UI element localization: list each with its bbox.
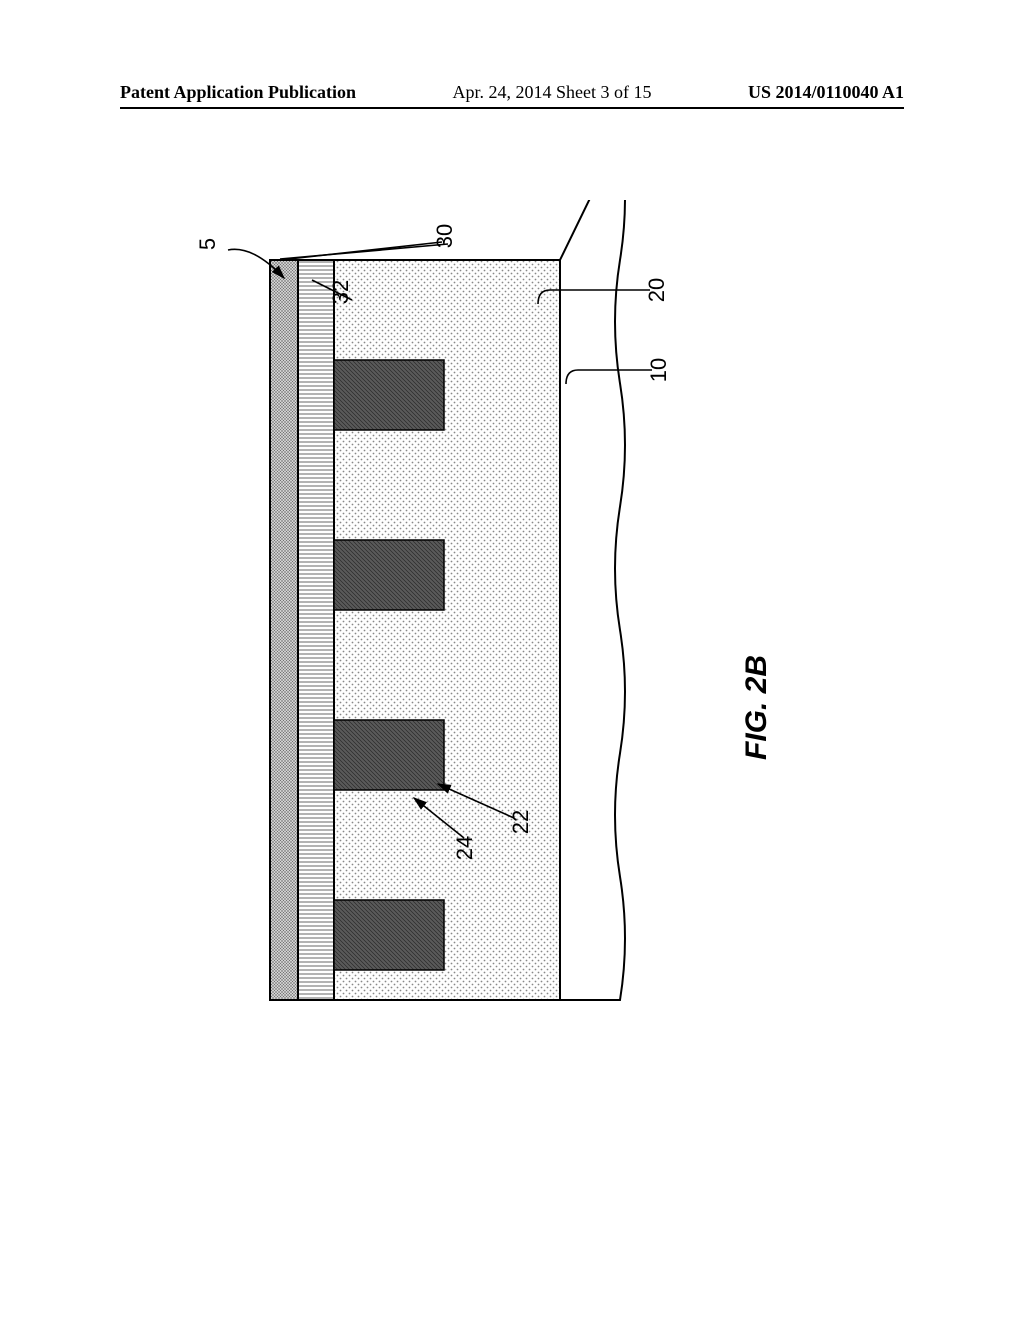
header-left: Patent Application Publication [120,82,356,103]
patent-figure: 5 30 32 20 10 22 24 [120,200,904,1100]
svg-text:5: 5 [195,238,220,250]
header-center: Apr. 24, 2014 Sheet 3 of 15 [453,82,652,103]
figure-label: FIG. 2B [740,655,774,760]
svg-text:24: 24 [452,836,477,860]
svg-text:10: 10 [646,358,671,382]
figure-container: 5 30 32 20 10 22 24 FIG. 2B [120,200,904,1100]
svg-text:22: 22 [508,810,533,834]
svg-text:30: 30 [432,224,457,248]
svg-text:32: 32 [328,280,353,304]
header-right: US 2014/0110040 A1 [748,82,904,103]
svg-text:20: 20 [644,278,669,302]
page-header: Patent Application Publication Apr. 24, … [120,82,904,109]
